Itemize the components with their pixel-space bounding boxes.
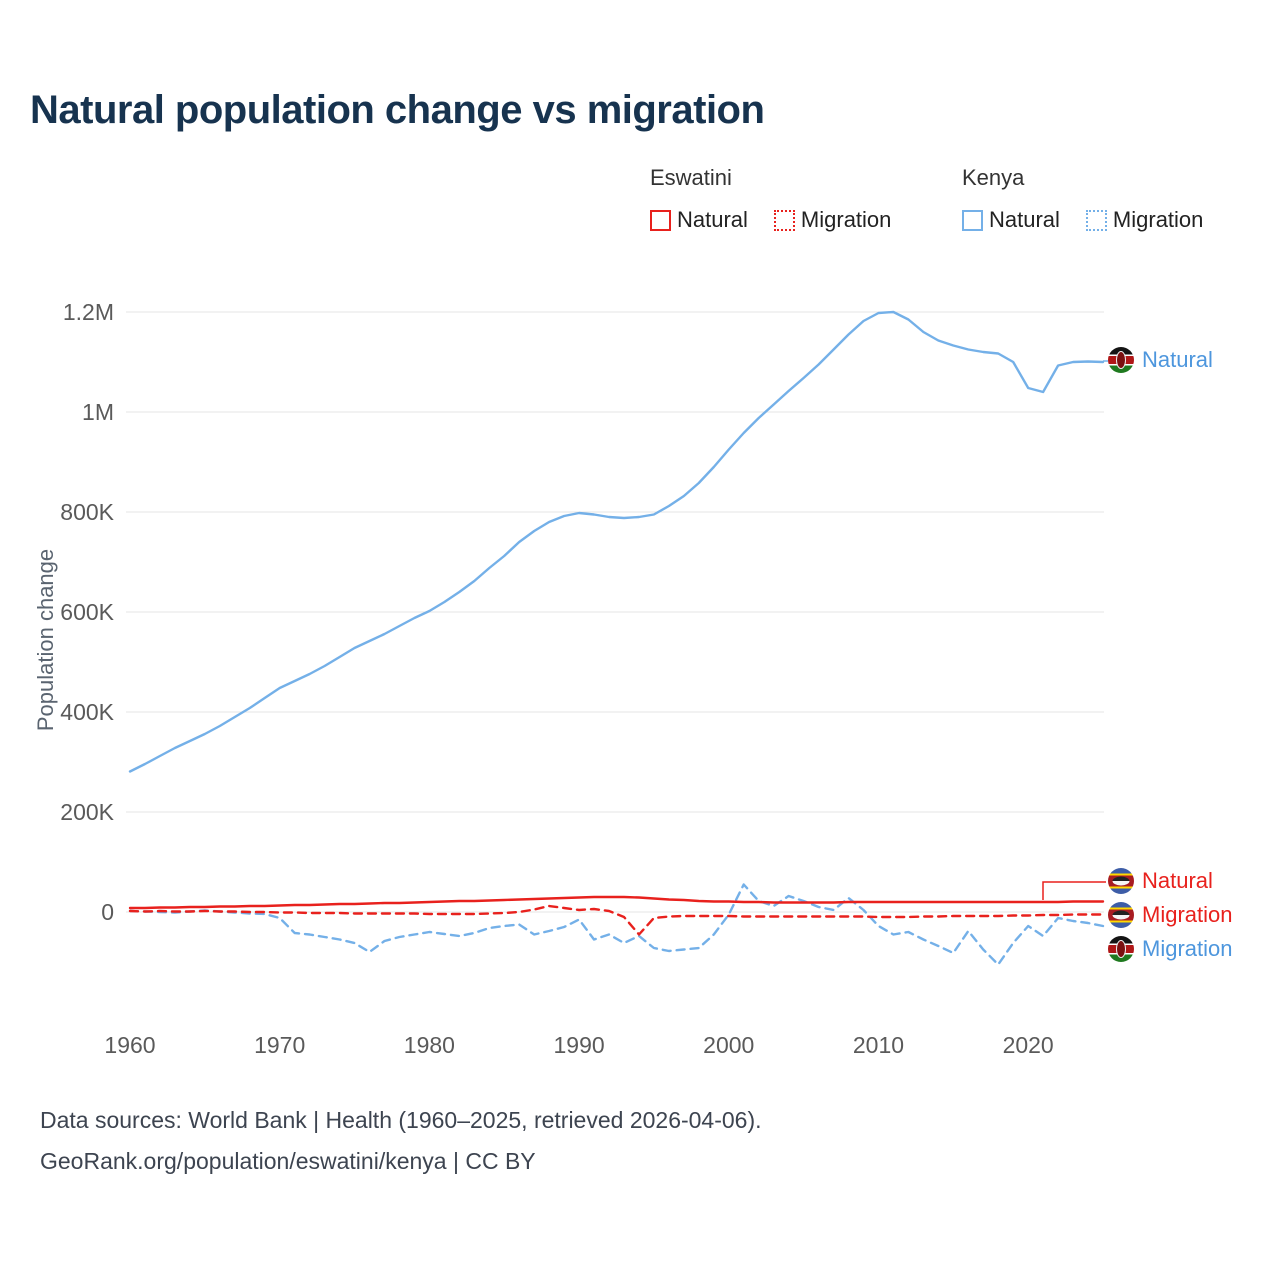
eswatini-flag-icon [1108,868,1134,894]
end-label-text: Natural [1142,347,1213,372]
y-axis-label: Population change [33,548,58,732]
x-tick-label: 1980 [404,1032,455,1058]
end-label-text: Natural [1142,868,1213,893]
footer-line-1: Data sources: World Bank | Health (1960–… [40,1107,762,1133]
series-eswatini-migration [128,904,1105,936]
line-swatch-solid-icon [962,209,983,231]
footer-line-2: GeoRank.org/population/eswatini/kenya | … [40,1148,536,1174]
end-label-kenya-natural: Natural [1108,347,1213,373]
series-kenya-migration [128,883,1105,966]
legend-items: Natural Migration [962,207,1203,233]
end-label-text: Migration [1142,936,1233,961]
x-tick-label: 2000 [703,1032,754,1058]
end-label-text: Migration [1142,902,1233,927]
end-label-kenya-migration: Migration [1108,936,1232,962]
y-tick-label: 400K [60,699,114,725]
legend-item-label: Migration [1112,207,1204,232]
page-title: Natural population change vs migration [30,88,765,132]
x-tick-label: 2010 [853,1032,904,1058]
legend-items: Natural Migration [650,207,891,233]
legend-group-eswatini: Eswatini Natural Migration [650,165,891,233]
line-swatch-solid-icon [650,209,671,231]
end-label-eswatini-natural: Natural [1108,868,1213,894]
end-label-eswatini-migration: Migration [1108,902,1232,928]
y-tick-label: 0 [101,899,114,925]
y-tick-label: 600K [60,599,114,625]
legend-item-eswatini-natural: Natural [650,207,748,233]
legend-item-label: Natural [677,207,748,232]
y-tick-label: 800K [60,499,114,525]
legend-item-kenya-natural: Natural [962,207,1060,233]
series-kenya-natural [128,310,1105,773]
kenya-flag-icon [1108,347,1134,373]
legend-item-eswatini-migration: Migration [773,207,892,233]
line-swatch-dotted-icon [773,209,795,231]
x-tick-label: 1970 [254,1032,305,1058]
data-source-note: Data sources: World Bank | Health (1960–… [40,1100,762,1182]
kenya-flag-icon [1108,936,1134,962]
legend-item-label: Natural [989,207,1060,232]
y-tick-label: 200K [60,799,114,825]
x-tick-label: 1960 [104,1032,155,1058]
y-tick-label: 1M [82,399,114,425]
callout-line-eswatini-natural [1042,881,1106,900]
legend-item-kenya-migration: Migration [1085,207,1204,233]
series-eswatini-natural [128,895,1105,910]
x-tick-label: 1990 [553,1032,604,1058]
legend-group-title: Kenya [962,165,1025,190]
x-tick-label: 2020 [1003,1032,1054,1058]
y-tick-label: 1.2M [63,299,114,325]
legend-item-label: Migration [800,207,892,232]
line-swatch-dotted-icon [1085,209,1107,231]
eswatini-flag-icon [1108,902,1134,928]
legend-group-title: Eswatini [650,165,732,190]
legend-group-kenya: Kenya Natural Migration [962,165,1203,233]
